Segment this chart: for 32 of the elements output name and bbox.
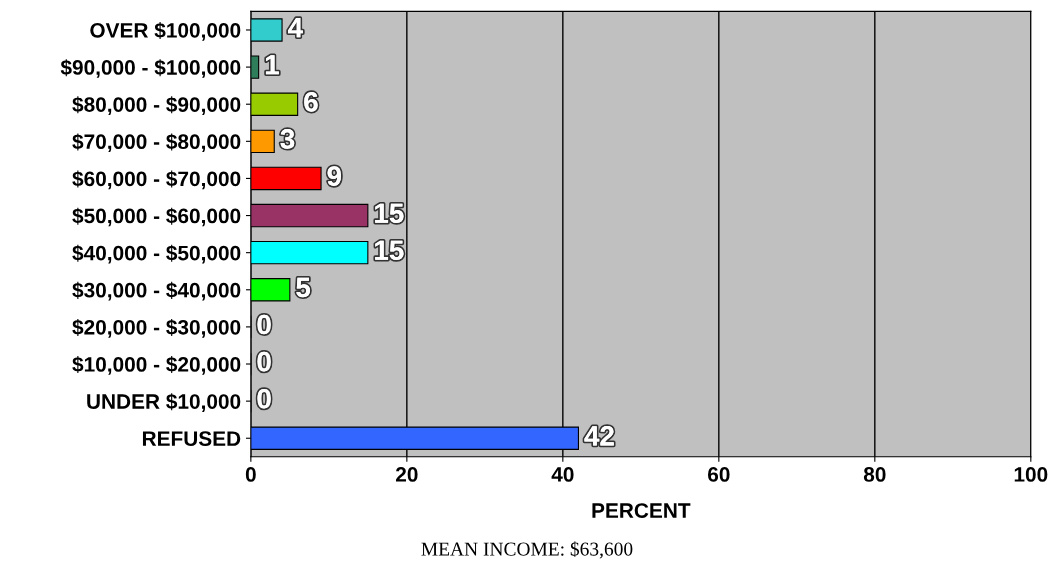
x-tick-label: 80 [863,467,886,482]
x-axis-title: PERCENT [592,503,691,518]
y-tick-label: UNDER $10,000 [87,393,241,412]
y-tick-label: $70,000 - $80,000 [72,133,241,153]
y-tick-label: $50,000 - $60,000 [72,207,241,227]
x-tick-label: 60 [708,467,730,482]
y-tick-label: $90,000 - $100,000 [60,59,241,78]
y-tick-label: $10,000 - $20,000 [72,356,241,375]
y-tick-label: $40,000 - $50,000 [72,244,241,264]
y-tick-label: $80,000 - $90,000 [72,96,241,115]
y-tick-label: $20,000 - $30,000 [72,318,241,338]
data-label: 9 [327,166,342,186]
data-label: 3 [280,129,295,149]
data-label: 6 [304,91,318,112]
y-tick-label: $30,000 - $40,000 [72,281,241,301]
x-tick-label: 0 [245,467,256,482]
data-label: 5 [296,277,311,298]
data-label: 15 [375,203,404,224]
data-label: 4 [288,18,303,38]
data-label: 42 [584,426,614,446]
x-tick-label: 40 [551,467,574,482]
data-label: 0 [257,388,271,409]
y-tick-label: OVER $100,000 [90,22,241,41]
data-label: 0 [257,351,271,372]
data-label: 1 [265,55,279,75]
data-label: 15 [375,240,404,261]
x-tick-label: 20 [395,467,418,482]
x-tick-label: 100 [1014,467,1048,482]
y-tick-label: REFUSED [142,431,241,446]
text: MEAN INCOME: $63,600 [421,541,633,559]
data-label: 0 [257,314,271,335]
y-tick-label: $60,000 - $70,000 [72,170,241,190]
